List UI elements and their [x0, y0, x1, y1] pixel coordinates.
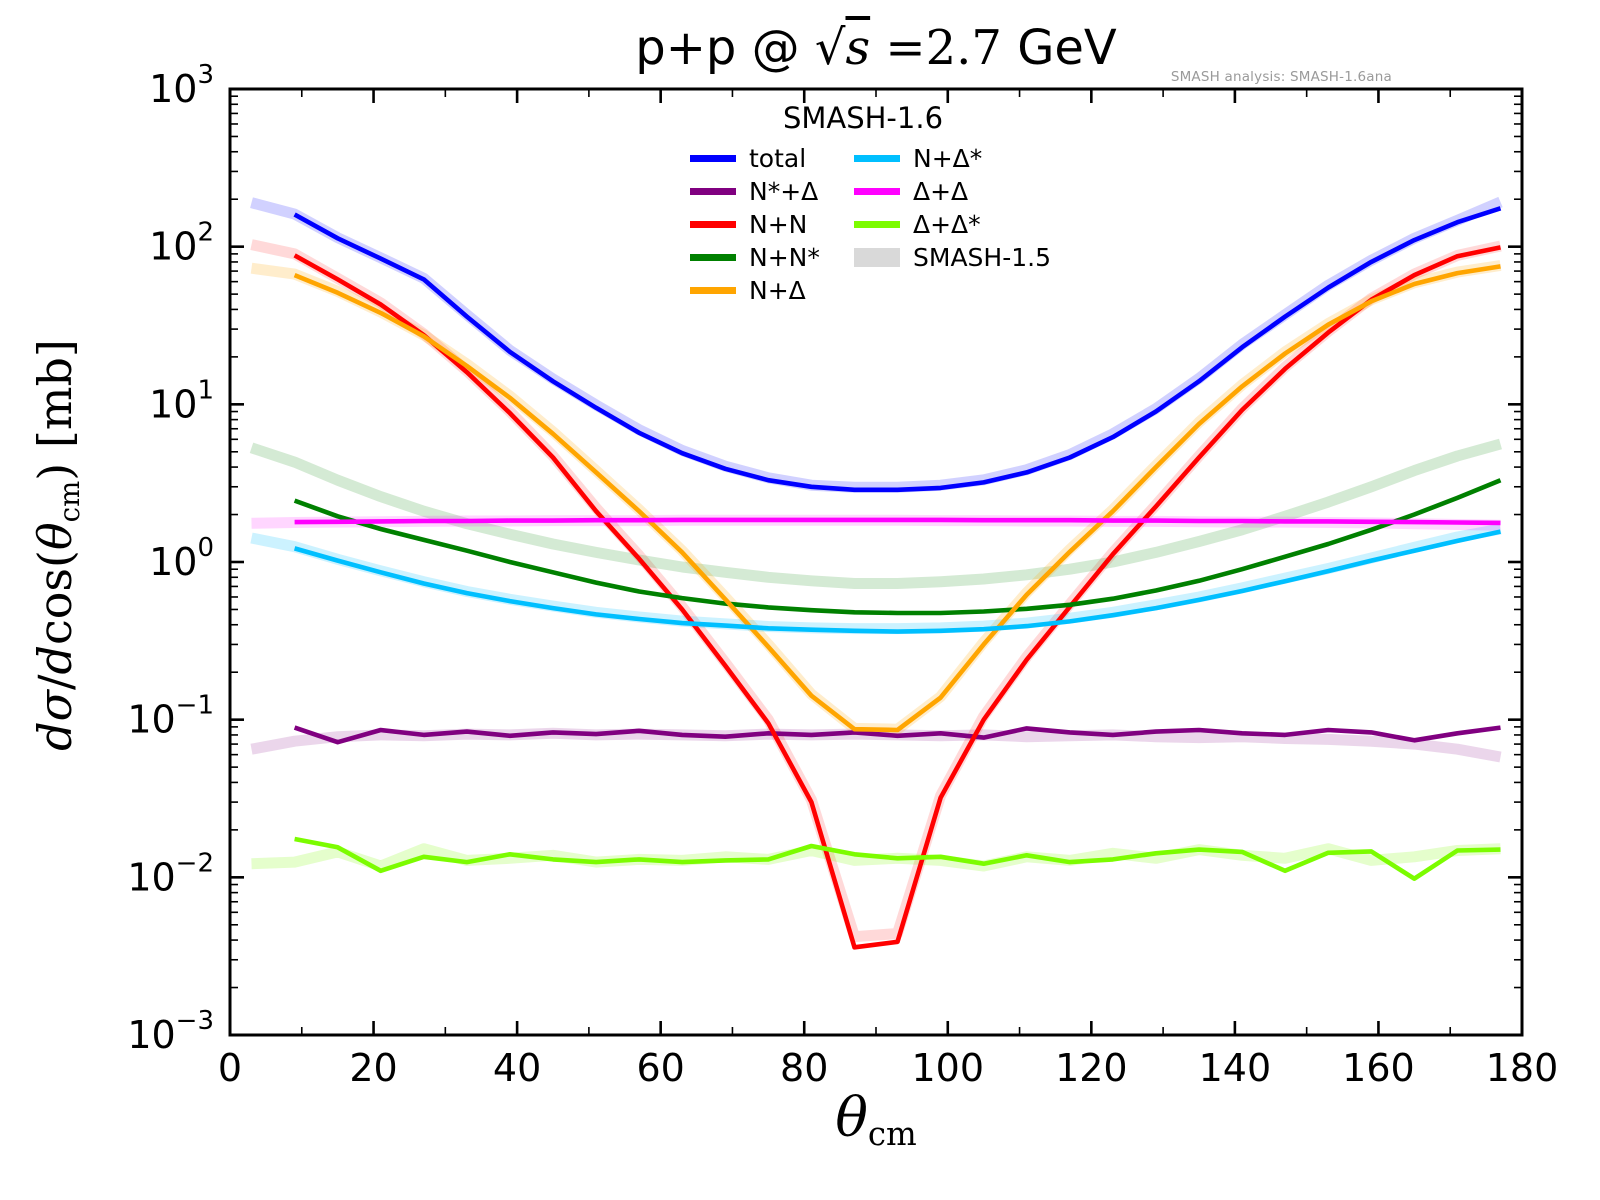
legend-label-delta-delta-star: Δ+Δ*	[913, 210, 981, 239]
legend: SMASH-1.6 total N*+Δ N+N N+N* N+Δ N+Δ* Δ+Δ Δ+Δ…	[690, 101, 1051, 307]
legend-swatch-smash-1-5	[854, 248, 900, 267]
series-line-n-delta	[293, 264, 1501, 733]
bands-group	[249, 196, 1503, 943]
legend-label-smash-1-5: SMASH-1.5	[913, 243, 1051, 272]
x-tick-label-40: 40	[493, 1046, 541, 1090]
chart-title-part-0: p+p @	[635, 20, 815, 76]
x-tick-label-140: 140	[1199, 1046, 1272, 1090]
legend-item-n-star-delta: N*+Δ	[690, 175, 854, 208]
y-tick-label-1e2: 102	[149, 218, 214, 269]
chart-title: p+p @ √s =2.7 GeV	[230, 20, 1522, 76]
y-axis-label-part-3: d	[28, 645, 83, 675]
x-tick-label-160: 160	[1342, 1046, 1415, 1090]
chart-title-part-2: s	[845, 20, 871, 76]
legend-label-delta-delta: Δ+Δ	[913, 177, 969, 206]
legend-label-n-n-star: N+N*	[749, 243, 820, 272]
y-axis-label-part-2: /	[28, 674, 83, 690]
x-tick-label-60: 60	[636, 1046, 684, 1090]
legend-item-n-delta: N+Δ	[690, 274, 854, 307]
legend-swatch-n-n-star	[690, 254, 736, 261]
legend-swatch-delta-delta-star	[854, 221, 900, 228]
legend-item-total: total	[690, 142, 854, 175]
ticks-group	[228, 87, 1524, 1037]
legend-label-n-star-delta: N*+Δ	[749, 177, 819, 206]
chart-title-part-4: GeV	[1017, 20, 1117, 76]
legend-column-2: N+Δ* Δ+Δ Δ+Δ* SMASH-1.5	[854, 142, 1051, 307]
y-tick-label-1e-3: 10−3	[127, 1006, 214, 1057]
x-tick-label-20: 20	[349, 1046, 397, 1090]
y-axis-label-part-1: σ	[28, 689, 83, 722]
series-line-delta-delta-star	[294, 836, 1501, 882]
x-tick-label-80: 80	[780, 1046, 828, 1090]
y-axis-label-part-6: cm	[52, 480, 86, 523]
y-axis-label-part-5: θ	[28, 522, 83, 551]
y-axis-label-part-0: d	[28, 721, 83, 751]
x-tick-label-0: 0	[218, 1046, 242, 1090]
y-tick-label-1e1: 101	[149, 375, 214, 426]
legend-label-n-n: N+N	[749, 210, 808, 239]
series-line-n-delta-star	[293, 529, 1501, 634]
series-band-n-n-star	[249, 438, 1502, 589]
chart-title-part-3: =2.7	[870, 20, 1018, 76]
legend-item-n-n: N+N	[690, 208, 854, 241]
x-axis-label-part-1: cm	[867, 1115, 917, 1154]
y-tick-label-1e3: 103	[149, 60, 214, 111]
legend-item-smash-1-5: SMASH-1.5	[854, 241, 1051, 274]
legend-title: SMASH-1.6	[782, 101, 944, 135]
x-axis-label: θcm	[230, 1086, 1522, 1153]
lines-group	[293, 206, 1502, 950]
x-axis-label-part-0: θ	[835, 1086, 868, 1149]
series-band-delta-delta-star	[251, 843, 1501, 872]
legend-item-delta-delta-star: Δ+Δ*	[854, 208, 1051, 241]
y-tick-label-1e-1: 10−1	[127, 691, 214, 742]
legend-swatch-n-n	[690, 221, 736, 228]
x-tick-label-180: 180	[1486, 1046, 1559, 1090]
legend-item-n-delta-star: N+Δ*	[854, 142, 1051, 175]
legend-swatch-n-delta-star	[854, 155, 900, 162]
legend-label-total: total	[749, 144, 807, 173]
legend-item-delta-delta: Δ+Δ	[854, 175, 1051, 208]
legend-swatch-delta-delta	[854, 188, 900, 195]
series-line-delta-delta	[294, 517, 1501, 526]
watermark-text: SMASH analysis: SMASH-1.6ana	[1170, 69, 1392, 85]
y-tick-label-1e-2: 10−2	[127, 848, 214, 899]
series-line-n-n-star	[293, 478, 1502, 616]
legend-item-n-n-star: N+N*	[690, 241, 854, 274]
legend-column-1: total N*+Δ N+N N+N* N+Δ	[690, 142, 854, 307]
series-line-n-star-delta	[293, 725, 1501, 745]
y-tick-labels: 103 102 101 100 10−1 10−2 10−3	[127, 60, 214, 1057]
series-band-n-star-delta	[250, 727, 1502, 763]
series-line-total	[293, 206, 1502, 493]
y-axis-label-part-7: ) [mb]	[28, 339, 83, 481]
legend-swatch-n-star-delta	[690, 188, 736, 195]
legend-label-n-delta: N+Δ	[749, 276, 806, 305]
x-tick-label-120: 120	[1055, 1046, 1128, 1090]
x-tick-label-100: 100	[912, 1046, 985, 1090]
x-tick-labels: 0 20 40 60 80 100 120 140 160 180	[218, 1046, 1558, 1090]
legend-columns: total N*+Δ N+N N+N* N+Δ N+Δ* Δ+Δ Δ+Δ* SMASH-1.5	[690, 142, 1051, 307]
legend-label-n-delta-star: N+Δ*	[913, 144, 983, 173]
legend-swatch-total	[690, 155, 736, 162]
legend-swatch-n-delta	[690, 287, 736, 294]
y-axis-label-part-4: cos(	[28, 550, 83, 646]
series-line-n-n	[293, 245, 1501, 950]
y-axis-label: dσ/dcos(θcm) [mb]	[28, 339, 86, 751]
chart-title-part-1: √	[814, 20, 846, 76]
y-tick-label-1e0: 100	[149, 533, 214, 584]
